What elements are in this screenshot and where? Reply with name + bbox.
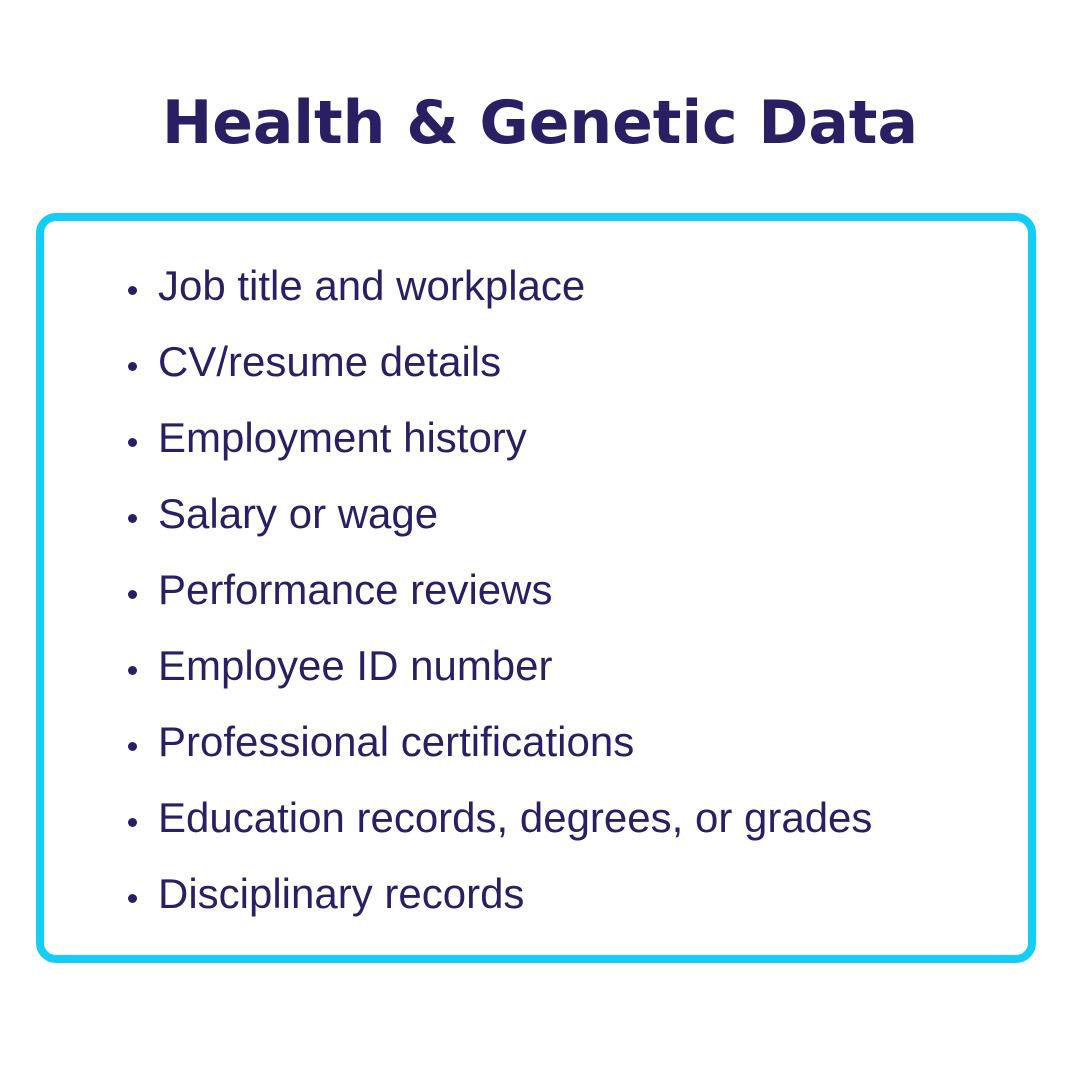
data-list: Job title and workplace CV/resume detail… [122,258,872,942]
list-item: Job title and workplace [122,258,872,334]
list-item: Professional certifications [122,714,872,790]
list-item: Performance reviews [122,562,872,638]
list-item: CV/resume details [122,334,872,410]
list-item: Education records, degrees, or grades [122,790,872,866]
list-item: Disciplinary records [122,866,872,942]
list-item: Salary or wage [122,486,872,562]
list-item: Employment history [122,410,872,486]
list-card [36,213,1036,963]
list-item: Employee ID number [122,638,872,714]
page-title: Health & Genetic Data [162,88,918,158]
